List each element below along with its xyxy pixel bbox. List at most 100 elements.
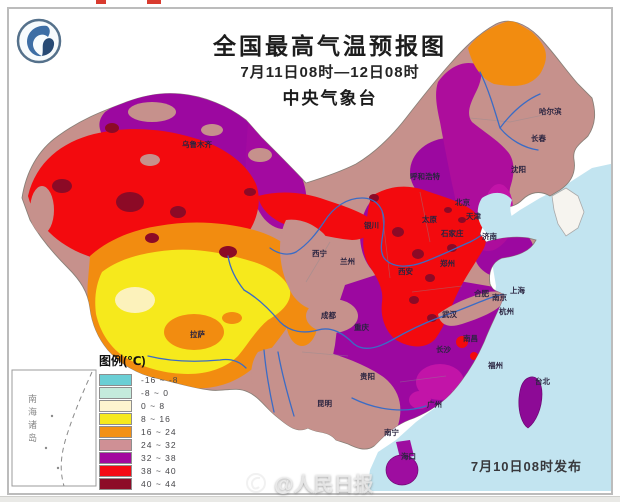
legend-range-label: 0 ~ 8 [141, 400, 166, 411]
region-altai-tan-small [201, 124, 223, 136]
city-label: 福州 [487, 360, 503, 370]
region-hami-tan [248, 148, 272, 162]
hotspot [425, 274, 435, 282]
korea-landmass [551, 187, 585, 237]
city-label: 济南 [482, 231, 497, 241]
legend-range-label: 24 ~ 32 [141, 439, 177, 450]
hotspot [145, 233, 159, 243]
yangtze-upper [227, 255, 245, 291]
region-altai-tan [128, 102, 176, 122]
city-label: 昆明 [317, 398, 332, 408]
agency-name: 中央气象台 [282, 89, 378, 108]
inset-island-dot [56, 466, 60, 470]
bottom-strip [0, 496, 620, 502]
top-edge-red-artifact [147, 0, 161, 4]
hotspot [412, 249, 424, 259]
legend-range-label: -8 ~ 0 [141, 387, 169, 398]
city-label: 重庆 [354, 322, 369, 332]
region-southeast-red-spot [456, 336, 468, 348]
legend-range-label: 8 ~ 16 [141, 413, 171, 424]
region-west-tibet-cream [115, 287, 155, 313]
city-label: 杭州 [499, 306, 514, 316]
legend-swatch [99, 399, 132, 412]
forecast-period: 7月11日08时—12日08时 [240, 64, 420, 81]
city-label: 南京 [492, 292, 507, 302]
hotspot [409, 296, 419, 304]
release-note: 7月10日08时发布 [470, 459, 582, 474]
legend-title: 图例(℃) [99, 354, 146, 368]
inset-island-dot [50, 414, 54, 418]
hotspot [219, 246, 237, 258]
top-edge-red-artifact [96, 0, 106, 4]
legend-item: 24 ~ 32 [99, 438, 179, 451]
magenta-patch [409, 391, 431, 409]
legend-range-label: 38 ~ 40 [141, 465, 177, 476]
legend-items: -16 ~ -8 -8 ~ 0 0 ~ 8 8 ~ 16 16 ~ 24 24 ~ 32 3… [99, 373, 179, 490]
city-label: 沈阳 [511, 164, 526, 174]
hotspot [447, 244, 457, 252]
inset-label: 南海诸岛 [27, 393, 37, 446]
city-label: 西宁 [312, 248, 327, 258]
yellow-river-upper [269, 247, 297, 255]
city-label: 海口 [401, 451, 416, 461]
region-lhasa-orange [164, 314, 224, 350]
legend-item: 16 ~ 24 [99, 425, 179, 438]
yellow-river [295, 197, 487, 267]
hotspot [170, 206, 186, 218]
southwest-rivers [263, 349, 295, 417]
legend-range-label: 40 ~ 44 [141, 478, 177, 489]
city-label: 石家庄 [440, 228, 464, 238]
city-label: 长春 [531, 133, 546, 143]
city-label: 西安 [398, 266, 413, 276]
city-label: 长沙 [436, 344, 451, 354]
city-label: 银川 [364, 220, 379, 230]
leizhou-peninsula [396, 440, 414, 458]
legend-item: 38 ~ 40 [99, 464, 179, 477]
agency-logo [16, 18, 62, 64]
region-north-heilongjiang-orange [468, 21, 546, 86]
legend-item: -8 ~ 0 [99, 386, 179, 399]
legend-swatch [99, 412, 132, 425]
yangtze-river [243, 289, 509, 350]
pearl-river [351, 397, 427, 411]
region-west-border-tan [30, 186, 54, 234]
city-label: 呼和浩特 [410, 171, 440, 181]
city-label: 台北 [535, 376, 550, 386]
region-southeast-red-spot [470, 352, 478, 360]
watermark-swirl-icon [246, 472, 266, 493]
bohai-gulf [477, 192, 516, 237]
legend-swatch [99, 386, 132, 399]
hotspot [116, 192, 144, 212]
legend-range-label: 16 ~ 24 [141, 426, 177, 437]
watermark-text: @人民日报 [274, 474, 374, 496]
legend-swatch [99, 438, 132, 451]
page-title: 全国最高气温预报图 [213, 33, 447, 59]
south-china-sea-inset: 南海诸岛 [11, 369, 97, 487]
legend-swatch [99, 373, 132, 386]
legend-range-label: 32 ~ 38 [141, 452, 177, 463]
inset-island-dot [44, 446, 48, 450]
region-north-china-red [363, 186, 487, 347]
city-label: 哈尔滨 [539, 106, 562, 116]
hotspot [392, 227, 404, 237]
legend-item: 8 ~ 16 [99, 412, 179, 425]
tan-patches-24-32 [30, 102, 506, 446]
city-label: 广州 [427, 399, 442, 409]
region-lhasa-orange-small [222, 312, 242, 324]
city-label: 上海 [510, 285, 525, 295]
city-label: 南昌 [463, 333, 478, 343]
city-label: 成都 [321, 310, 336, 320]
region-southwest-tan [251, 345, 401, 446]
city-label: 乌鲁木齐 [182, 139, 212, 149]
city-label: 郑州 [440, 258, 455, 268]
city-label: 兰州 [340, 256, 355, 266]
yarlung-river [147, 355, 247, 369]
region-sichuan-basin-tan [306, 299, 358, 333]
city-label: 武汉 [442, 309, 457, 319]
region-urumqi-tan-spot [140, 154, 160, 166]
hainan-island [385, 454, 419, 486]
region-gansu-corridor-red [258, 192, 373, 240]
